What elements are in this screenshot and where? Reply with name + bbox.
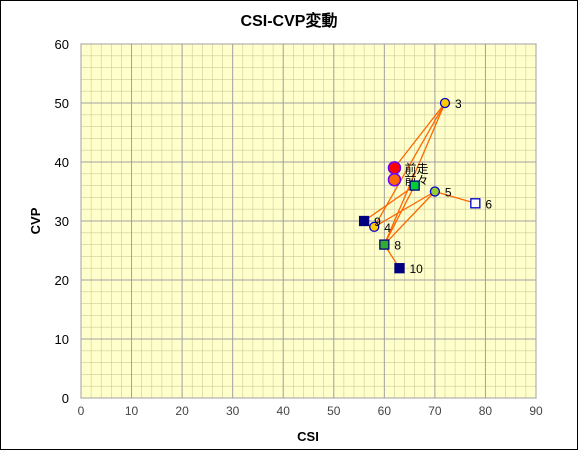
connector-line: [434, 190, 476, 204]
point-label: 10: [410, 262, 424, 276]
x-axis-label: CSI: [297, 429, 319, 444]
y-tick-label: 20: [55, 273, 69, 288]
point-marker: [470, 198, 481, 209]
point-marker: [394, 263, 405, 274]
point-marker: [387, 161, 402, 175]
major-grid: [80, 43, 537, 399]
y-tick-label: 0: [62, 391, 69, 406]
point-marker: [387, 172, 402, 187]
x-tick-label: 80: [479, 404, 493, 418]
connector-line: [383, 102, 446, 245]
y-axis-label: CVP: [28, 207, 43, 234]
point-label: 9: [374, 215, 381, 229]
y-tick-label: 40: [55, 155, 69, 170]
connector-line: [393, 102, 446, 169]
connector-line: [383, 191, 436, 246]
point-marker: [409, 180, 420, 191]
point-marker: [358, 215, 370, 227]
point-label: 6: [485, 197, 492, 211]
chart-title: CSI-CVP変動: [241, 11, 338, 30]
connector-line: [373, 190, 436, 228]
x-tick-label: 60: [378, 404, 392, 418]
point-marker: [369, 221, 380, 233]
point-label: 4: [384, 221, 391, 235]
data-points: 前走前々34568910: [358, 97, 492, 276]
point-label: 3: [455, 97, 462, 111]
x-tick-label: 70: [428, 404, 442, 418]
connector-lines: [363, 102, 476, 269]
x-tick-label: 20: [175, 404, 189, 418]
y-tick-label: 10: [55, 332, 69, 347]
point-label: 8: [394, 239, 401, 253]
x-tick-label: 40: [277, 404, 291, 418]
y-tick-label: 50: [55, 96, 69, 111]
point-marker: [439, 97, 451, 109]
connector-line: [383, 185, 416, 245]
point-marker: [429, 186, 441, 197]
x-tick-label: 10: [125, 404, 139, 418]
x-tick-label: 30: [226, 404, 240, 418]
y-tick-label: 30: [55, 214, 69, 229]
x-tick-label: 90: [529, 404, 543, 418]
connector-line: [363, 185, 416, 222]
point-marker: [379, 239, 390, 250]
x-tick-label: 0: [78, 404, 85, 418]
y-tick-label: 60: [55, 37, 69, 52]
point-label: 5: [445, 186, 452, 200]
axis-ticks: 0 10 20 30 40 50 60 70 80 90 0 10 20 30 40 50 60: [55, 37, 543, 418]
x-tick-label: 50: [327, 404, 341, 418]
point-label: 前走: [404, 161, 428, 176]
